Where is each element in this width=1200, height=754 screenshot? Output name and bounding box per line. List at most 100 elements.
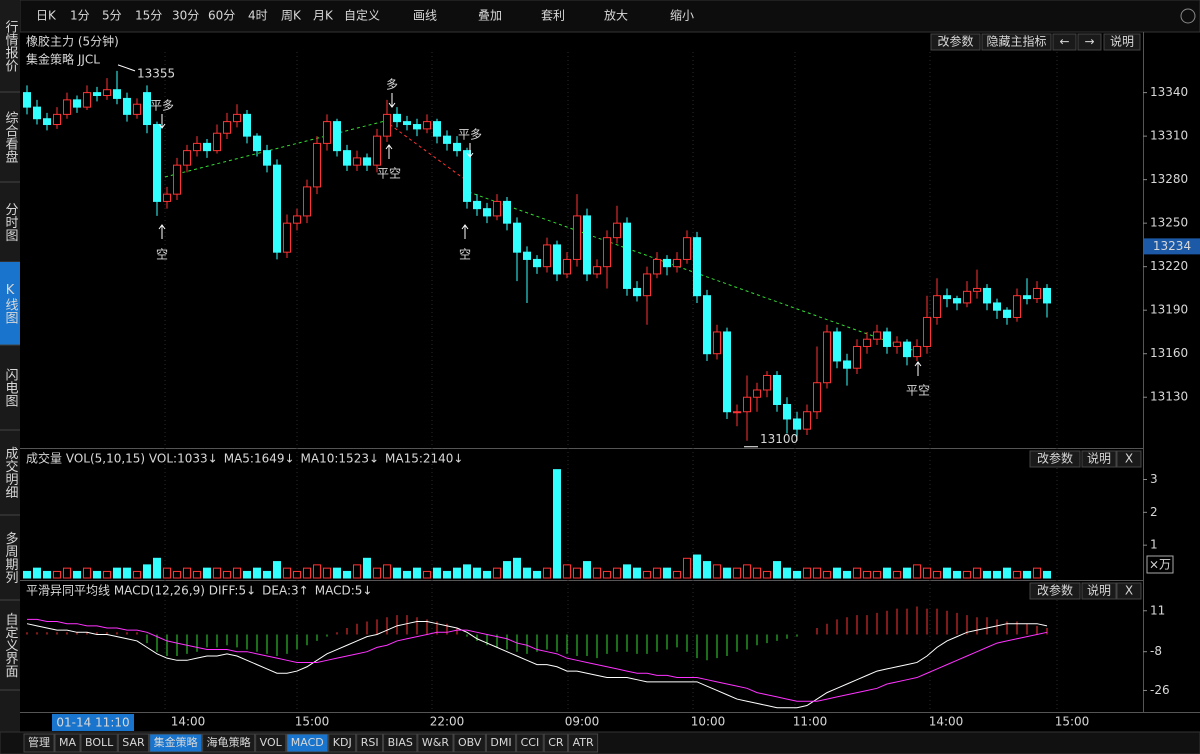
close-button[interactable] (1180, 8, 1196, 24)
toolbar-button[interactable]: 日K (36, 9, 57, 23)
bottom-tab[interactable] (453, 733, 486, 753)
bottom-tab[interactable] (485, 733, 517, 753)
toolbar-button[interactable]: 画线 (413, 9, 437, 23)
toolbar-button[interactable]: 放大 (604, 8, 628, 23)
panel-button[interactable] (981, 33, 1052, 51)
bottom-tab[interactable] (383, 733, 418, 753)
candle-body (363, 157, 371, 166)
bottom-tab[interactable] (54, 733, 81, 753)
volume-bar (513, 557, 521, 579)
toolbar-button[interactable]: 缩小 (670, 8, 694, 23)
bottom-tab-label[interactable]: OBV (458, 736, 482, 749)
toolbar-button[interactable]: 套利 (541, 9, 565, 23)
volume-bar (813, 567, 821, 579)
indicator-header: 平滑异同平均线 MACD(12,26,9) DIFF:5↓ (26, 584, 256, 598)
volume-bar (663, 567, 671, 579)
panel-button-label[interactable]: 说明 (1087, 583, 1111, 598)
sidebar-tab[interactable]: K线图 (3, 283, 19, 324)
panel-button-label[interactable]: X (1125, 584, 1133, 598)
volume-bar (1043, 570, 1051, 579)
sidebar-tab[interactable]: 自定义界面 (3, 613, 19, 678)
bottom-tab[interactable] (286, 733, 329, 753)
panel-button-label[interactable]: 改参数 (1037, 583, 1073, 598)
bottom-tab-label[interactable]: 集金策略 (154, 735, 198, 749)
bottom-tab-label[interactable]: 海龟策略 (207, 735, 251, 749)
bottom-tab[interactable] (117, 733, 150, 753)
signal-arrow (466, 143, 474, 158)
toolbar-button[interactable]: 叠加 (478, 9, 502, 23)
panel-button-label[interactable]: 改参数 (937, 34, 973, 49)
candle-body (963, 290, 971, 304)
bottom-tab-label[interactable]: RSI (361, 736, 379, 749)
panel-button[interactable] (1116, 582, 1142, 600)
candle-body (273, 164, 281, 253)
toolbar-button[interactable]: 15分 (135, 9, 162, 23)
panel-button-label[interactable]: ← (1059, 35, 1069, 49)
panel-button-label[interactable]: 隐藏主指标 (986, 34, 1046, 49)
bottom-tab-label[interactable]: CCI (521, 736, 540, 749)
sidebar-tab[interactable]: 成交明细 (3, 447, 19, 499)
panel-button[interactable] (1081, 450, 1117, 468)
bottom-tab[interactable] (516, 733, 544, 753)
toolbar-button[interactable]: 30分 (172, 9, 199, 23)
panel-button[interactable] (1081, 582, 1117, 600)
bottom-tab-label[interactable]: KDJ (333, 736, 352, 749)
sidebar-tab[interactable]: 综合看盘 (3, 111, 19, 163)
bottom-tab-label[interactable]: CR (548, 736, 564, 749)
panel-button-label[interactable]: X (1125, 452, 1133, 466)
candle-body (553, 244, 561, 275)
bottom-tab[interactable] (356, 733, 384, 753)
bottom-tab-label[interactable]: 管理 (28, 735, 50, 749)
bottom-tab[interactable] (328, 733, 357, 753)
toolbar-button[interactable]: 自定义 (344, 8, 380, 23)
bottom-tab-label[interactable]: SAR (122, 736, 145, 749)
candle-body (733, 411, 741, 414)
candle-body (993, 302, 1001, 311)
bottom-tab-label[interactable]: VOL (260, 736, 283, 749)
bottom-tab[interactable] (202, 733, 256, 753)
panel-button[interactable] (1077, 33, 1102, 51)
sidebar-tab[interactable]: 分时图 (3, 203, 19, 242)
bottom-tab-label[interactable]: ATR (573, 736, 594, 749)
toolbar-button[interactable]: 周K (281, 9, 302, 23)
indicator-header: MA10:1523↓ (301, 452, 379, 466)
bottom-tab-label[interactable]: BIAS (388, 736, 413, 749)
panel-button[interactable] (930, 33, 981, 51)
toolbar-button[interactable]: 60分 (208, 9, 235, 23)
sidebar-tab[interactable]: 闪电图 (3, 368, 18, 407)
panel-button[interactable] (1116, 450, 1142, 468)
candle-body (243, 113, 251, 137)
bottom-tab-label[interactable]: W&R (422, 736, 449, 749)
bottom-tab[interactable] (543, 733, 569, 753)
bottom-tab[interactable] (568, 733, 599, 753)
toolbar-button[interactable]: 5分 (102, 9, 122, 23)
toolbar-button[interactable]: 1分 (70, 9, 90, 23)
panel-button[interactable] (1052, 33, 1077, 51)
panel-button-label[interactable]: 说明 (1087, 451, 1111, 466)
volume-bar (493, 567, 501, 579)
volume-bar (193, 570, 201, 579)
volume-bar (553, 469, 561, 579)
sidebar-tab[interactable]: 多周期列 (3, 531, 19, 585)
bottom-tab-label[interactable]: MA (59, 736, 76, 749)
toolbar-button[interactable]: 4时 (248, 9, 268, 23)
panel-button[interactable] (1029, 582, 1081, 600)
panel-button[interactable] (1029, 450, 1081, 468)
bottom-tab-label[interactable]: MACD (291, 736, 324, 749)
bottom-tab-label[interactable]: DMI (490, 736, 511, 749)
sidebar-tab[interactable]: 行情报价 (3, 20, 19, 72)
volume-bar (863, 570, 871, 579)
panel-button-label[interactable]: → (1084, 35, 1094, 49)
bottom-tab[interactable] (149, 733, 203, 753)
candle-body (623, 222, 631, 289)
macd-line (26, 621, 1048, 709)
panel-button-label[interactable]: 说明 (1110, 34, 1134, 49)
panel-button[interactable] (1103, 33, 1141, 51)
panel-button-label[interactable]: 改参数 (1037, 451, 1073, 466)
bottom-tab-label[interactable]: BOLL (85, 736, 114, 749)
bottom-tab[interactable] (23, 733, 55, 753)
bottom-tab[interactable] (255, 733, 287, 753)
bottom-tab[interactable] (417, 733, 454, 753)
toolbar-button[interactable]: 月K (313, 9, 334, 23)
bottom-tab[interactable] (80, 733, 118, 753)
